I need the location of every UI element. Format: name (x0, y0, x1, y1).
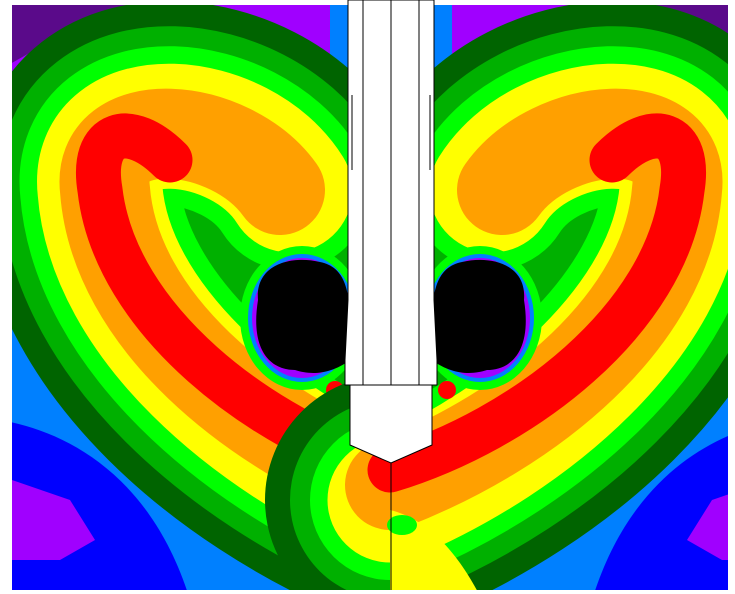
tool (344, 0, 438, 464)
tool-tip (349, 384, 433, 464)
right-half (387, 0, 735, 594)
tool-detail (351, 95, 431, 170)
